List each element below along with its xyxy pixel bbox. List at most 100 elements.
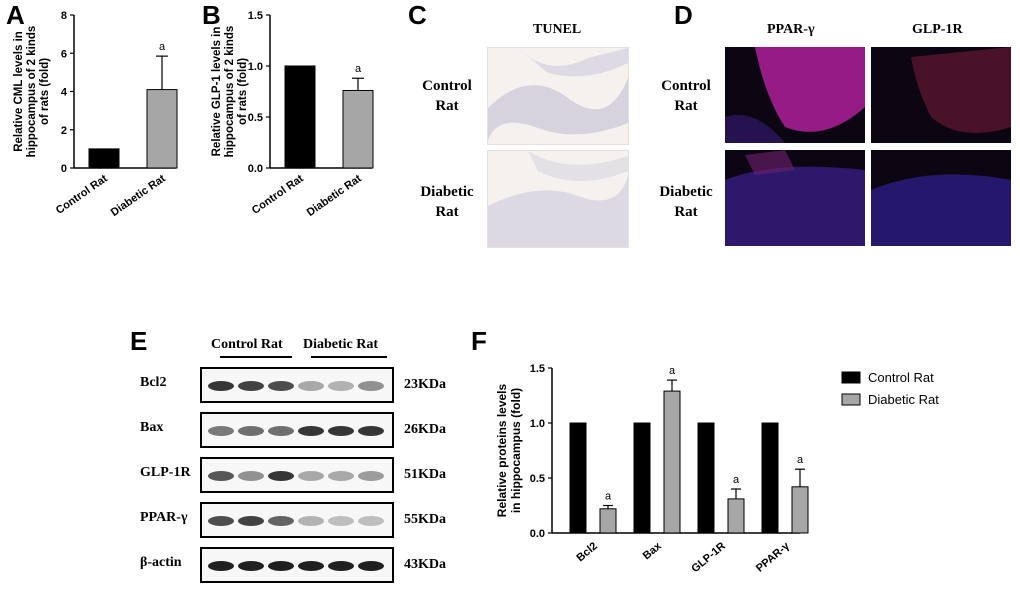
bar [791,486,809,534]
bar [88,148,120,169]
panel-letter-a: A [6,0,25,30]
y-tick-label: 6 [61,48,67,60]
blot-strip [200,367,394,403]
bar [727,498,745,534]
significance-label: a [797,454,804,466]
panel-letter-f: F [471,326,487,356]
y-tick-label: 2 [61,125,67,137]
fluor-texture-ppar-diabetic [725,150,865,246]
blot-label: Bcl2 [140,375,167,390]
fluor-row-diabetic-line2: Rat [674,204,698,220]
blot-band [358,516,384,526]
blot-kda: 26KDa [404,422,446,437]
blot-band [268,561,294,571]
fluor-col-ppar: PPAR-γ [767,22,815,37]
blot-kda: 55KDa [404,512,446,527]
fluor-image-ppar-control [725,47,865,143]
bar [599,508,617,534]
y-axis-label: Relative GLP-1 levels in hippocampus of 2… [211,26,249,158]
blot-band [358,561,384,571]
blot-band [238,381,264,391]
y-axis-label-line: Relative CML levels in [13,31,25,152]
blot-strip [200,547,394,583]
blot-band [208,381,234,391]
legend-swatch [841,393,861,406]
bar [569,422,587,534]
y-axis-label: Relative CML levels in hippocampus of 2 k… [13,26,51,158]
panel-letter-e: E [130,326,148,356]
fluor-texture-ppar-control [725,47,865,143]
bar [342,89,374,169]
blot-band [328,471,354,481]
x-tick-label: Control Rat [250,172,306,216]
blot-band [238,471,264,481]
y-tick-label: 0.5 [530,473,545,485]
tunel-texture-control [488,48,628,140]
blot-kda: 23KDa [404,377,446,392]
blot-band [298,516,324,526]
bar [146,89,178,169]
significance-label: a [159,41,166,53]
blot-label: β-actin [140,555,182,570]
y-tick-label: 8 [61,10,67,22]
fluor-row-control-line2: Rat [674,98,698,114]
y-axis-label-line: of rats (fold) [237,58,249,125]
blot-band [208,516,234,526]
blot-band [208,426,234,436]
blot-band [268,426,294,436]
x-tick-label: Bcl2 [574,540,600,564]
blot-band [268,381,294,391]
y-tick-label: 0 [61,163,67,175]
blot-band [268,471,294,481]
fluor-texture-glp1r-diabetic [871,174,1011,246]
legend-label: Control Rat [868,370,934,385]
blot-kda: 51KDa [404,467,446,482]
blot-band [328,516,354,526]
blot-group-control: Control Rat [211,337,283,352]
significance-label: a [605,491,612,503]
panel-letter-b: B [202,0,221,30]
chart-f: 0.0 0.5 1.0 1.5 Relative proteins levels in h… [495,363,939,575]
blot-band [358,381,384,391]
tunel-image-control [487,47,629,145]
blot-band [238,426,264,436]
tunel-image-diabetic [487,150,629,248]
legend-label: Diabetic Rat [868,392,939,407]
bar [663,390,681,534]
bar [761,422,779,534]
tunel-row-diabetic: Diabetic Rat [412,182,482,222]
blot-band [298,471,324,481]
fluor-image-glp1r-control [871,47,1011,143]
bar [697,422,715,534]
x-tick-label: Diabetic Rat [109,172,168,218]
y-tick-label: 1.5 [530,363,545,375]
blot-band [208,471,234,481]
y-axis-label-line: hippocampus of 2 kinds [26,26,38,158]
tunel-row-control-line1: Control [422,78,472,94]
blot-strip [200,412,394,448]
y-axis-label-line: in hippocampus (fold) [509,388,523,513]
x-tick-label: Control Rat [54,172,110,216]
y-axis-label-line: of rats (fold) [39,58,51,125]
fluor-row-diabetic: Diabetic Rat [650,182,722,222]
blot-band [328,561,354,571]
y-tick-label: 0.0 [248,163,263,175]
blot-group-diabetic: Diabetic Rat [303,337,379,352]
x-tick-label: GLP-1R [689,540,728,575]
blot-label: Bax [140,420,164,435]
fluor-row-control: Control Rat [650,76,722,116]
tunel-row-diabetic-line1: Diabetic [420,184,474,200]
x-tick-label: Bax [641,540,665,563]
fluor-row-diabetic-line1: Diabetic [659,184,713,200]
blot-label: PPAR-γ [140,510,188,525]
fluor-image-glp1r-diabetic [871,150,1011,246]
y-tick-label: 4 [61,87,68,99]
panel-letter-d: D [674,0,693,30]
y-axis-label-line: hippocampus of 2 kinds [224,26,236,158]
blot-group-control-line [220,356,292,358]
blot-label: GLP-1R [140,465,191,480]
legend-swatch [841,371,861,384]
blot-group-diabetic-line [311,356,387,358]
blot-strip [200,502,394,538]
blot-band [358,471,384,481]
